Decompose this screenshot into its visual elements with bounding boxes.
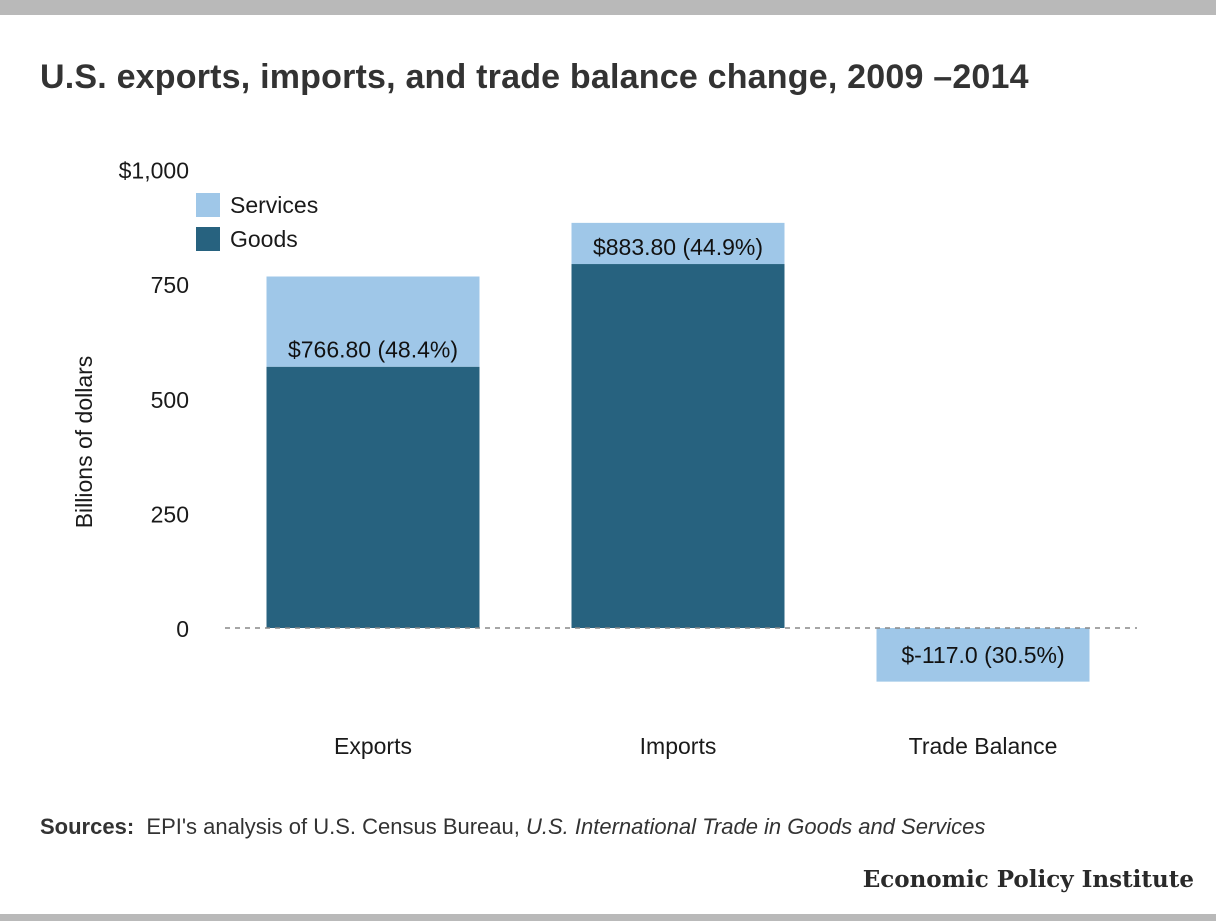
x-tick-label: Imports — [640, 733, 717, 759]
bar-goods-exports — [266, 366, 480, 628]
data-label: $766.80 (48.4%) — [288, 337, 458, 363]
y-tick-label: $1,000 — [119, 158, 189, 184]
y-tick-label: 0 — [176, 616, 189, 642]
sources-publication: U.S. International Trade in Goods and Se… — [526, 814, 986, 839]
legend-swatch-goods — [196, 227, 220, 251]
data-label: $883.80 (44.9%) — [593, 234, 763, 260]
x-tick-label: Exports — [334, 733, 412, 759]
legend-swatch-services — [196, 193, 220, 217]
sources-note: Sources: EPI's analysis of U.S. Census B… — [40, 814, 985, 840]
chart-title: U.S. exports, imports, and trade balance… — [40, 58, 1029, 96]
legend-label-services: Services — [230, 192, 318, 218]
sources-label: Sources: — [40, 814, 135, 839]
sources-text: EPI's analysis of U.S. Census Bureau, — [146, 814, 526, 839]
bar-services-exports — [266, 276, 480, 367]
bar-services-imports — [571, 222, 785, 265]
top-rule — [0, 0, 1216, 15]
data-label: $-117.0 (30.5%) — [901, 642, 1064, 668]
y-tick-label: 750 — [151, 272, 189, 298]
x-tick-label: Trade Balance — [909, 733, 1058, 759]
y-tick-label: 250 — [151, 501, 189, 527]
bar-services-trade-balance — [876, 628, 1090, 682]
bar-goods-imports — [571, 264, 785, 628]
y-axis-label: Billions of dollars — [71, 356, 97, 529]
bottom-rule — [0, 914, 1216, 921]
brand-logo: Economic Policy Institute — [862, 866, 1194, 893]
legend-label-goods: Goods — [230, 226, 298, 252]
chart-area: 0 250 500 750 $1,000 Billions of dollars $766.… — [71, 158, 1137, 759]
y-tick-label: 500 — [151, 387, 189, 413]
